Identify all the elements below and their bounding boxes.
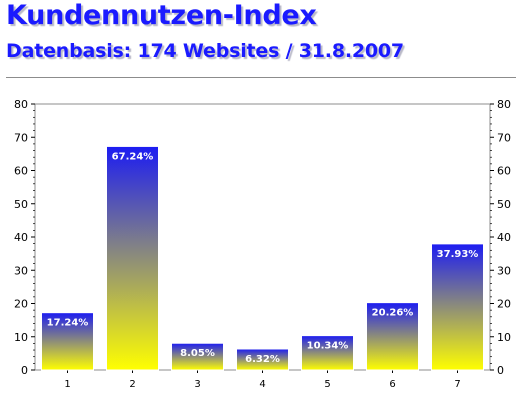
data-label-7: 37.93%: [437, 249, 479, 260]
y-tick-label-right: 40: [497, 231, 511, 244]
chart-title: Kundennutzen-Index: [6, 0, 317, 31]
title-divider: [6, 77, 516, 78]
bar-4: [236, 348, 289, 371]
bar-7: [431, 243, 484, 371]
x-tick-label-3: 3: [194, 379, 200, 390]
y-tick-label-left: 60: [14, 165, 28, 178]
bar-6: [366, 302, 419, 371]
y-tick-label-left: 70: [14, 131, 28, 144]
y-tick-label-right: 0: [497, 364, 504, 377]
data-label-3: 8.05%: [180, 348, 215, 359]
plot-area: [34, 103, 491, 371]
chart-subtitle: Datenbasis: 174 Websites / 31.8.2007: [6, 40, 404, 62]
x-tick-label-4: 4: [259, 379, 265, 390]
x-tick-label-1: 1: [64, 379, 70, 390]
y-tick-label-right: 30: [497, 264, 511, 277]
y-tick-label-right: 10: [497, 331, 511, 344]
x-tick-label-7: 7: [454, 379, 460, 390]
data-label-1: 17.24%: [47, 318, 89, 329]
bar-5: [301, 335, 354, 371]
data-label-4: 6.32%: [245, 354, 280, 365]
x-tick-label-6: 6: [389, 379, 395, 390]
bar-3: [171, 342, 224, 371]
y-tick-label-right: 20: [497, 298, 511, 311]
y-tick-label-left: 80: [14, 98, 28, 111]
y-tick-label-right: 60: [497, 165, 511, 178]
y-tick-label-right: 80: [497, 98, 511, 111]
y-tick-label-left: 0: [21, 364, 28, 377]
data-label-2: 67.24%: [112, 151, 154, 162]
axes: [31, 103, 494, 373]
labels: 0 0 10 10 20 20 30 30 40 40 50 50 60 60 70 70 80 80 17.24%…: [14, 98, 511, 390]
y-tick-label-left: 20: [14, 298, 28, 311]
bar-2: [106, 145, 159, 371]
bars: [41, 145, 484, 371]
x-tick-label-5: 5: [324, 379, 330, 390]
data-label-5: 10.34%: [307, 341, 349, 352]
y-tick-label-left: 50: [14, 198, 28, 211]
y-tick-label-left: 10: [14, 331, 28, 344]
y-tick-label-left: 30: [14, 264, 28, 277]
bar-1: [41, 312, 94, 371]
data-label-6: 20.26%: [372, 308, 414, 319]
y-tick-label-right: 70: [497, 131, 511, 144]
y-tick-label-right: 50: [497, 198, 511, 211]
y-tick-label-left: 40: [14, 231, 28, 244]
x-tick-label-2: 2: [129, 379, 135, 390]
